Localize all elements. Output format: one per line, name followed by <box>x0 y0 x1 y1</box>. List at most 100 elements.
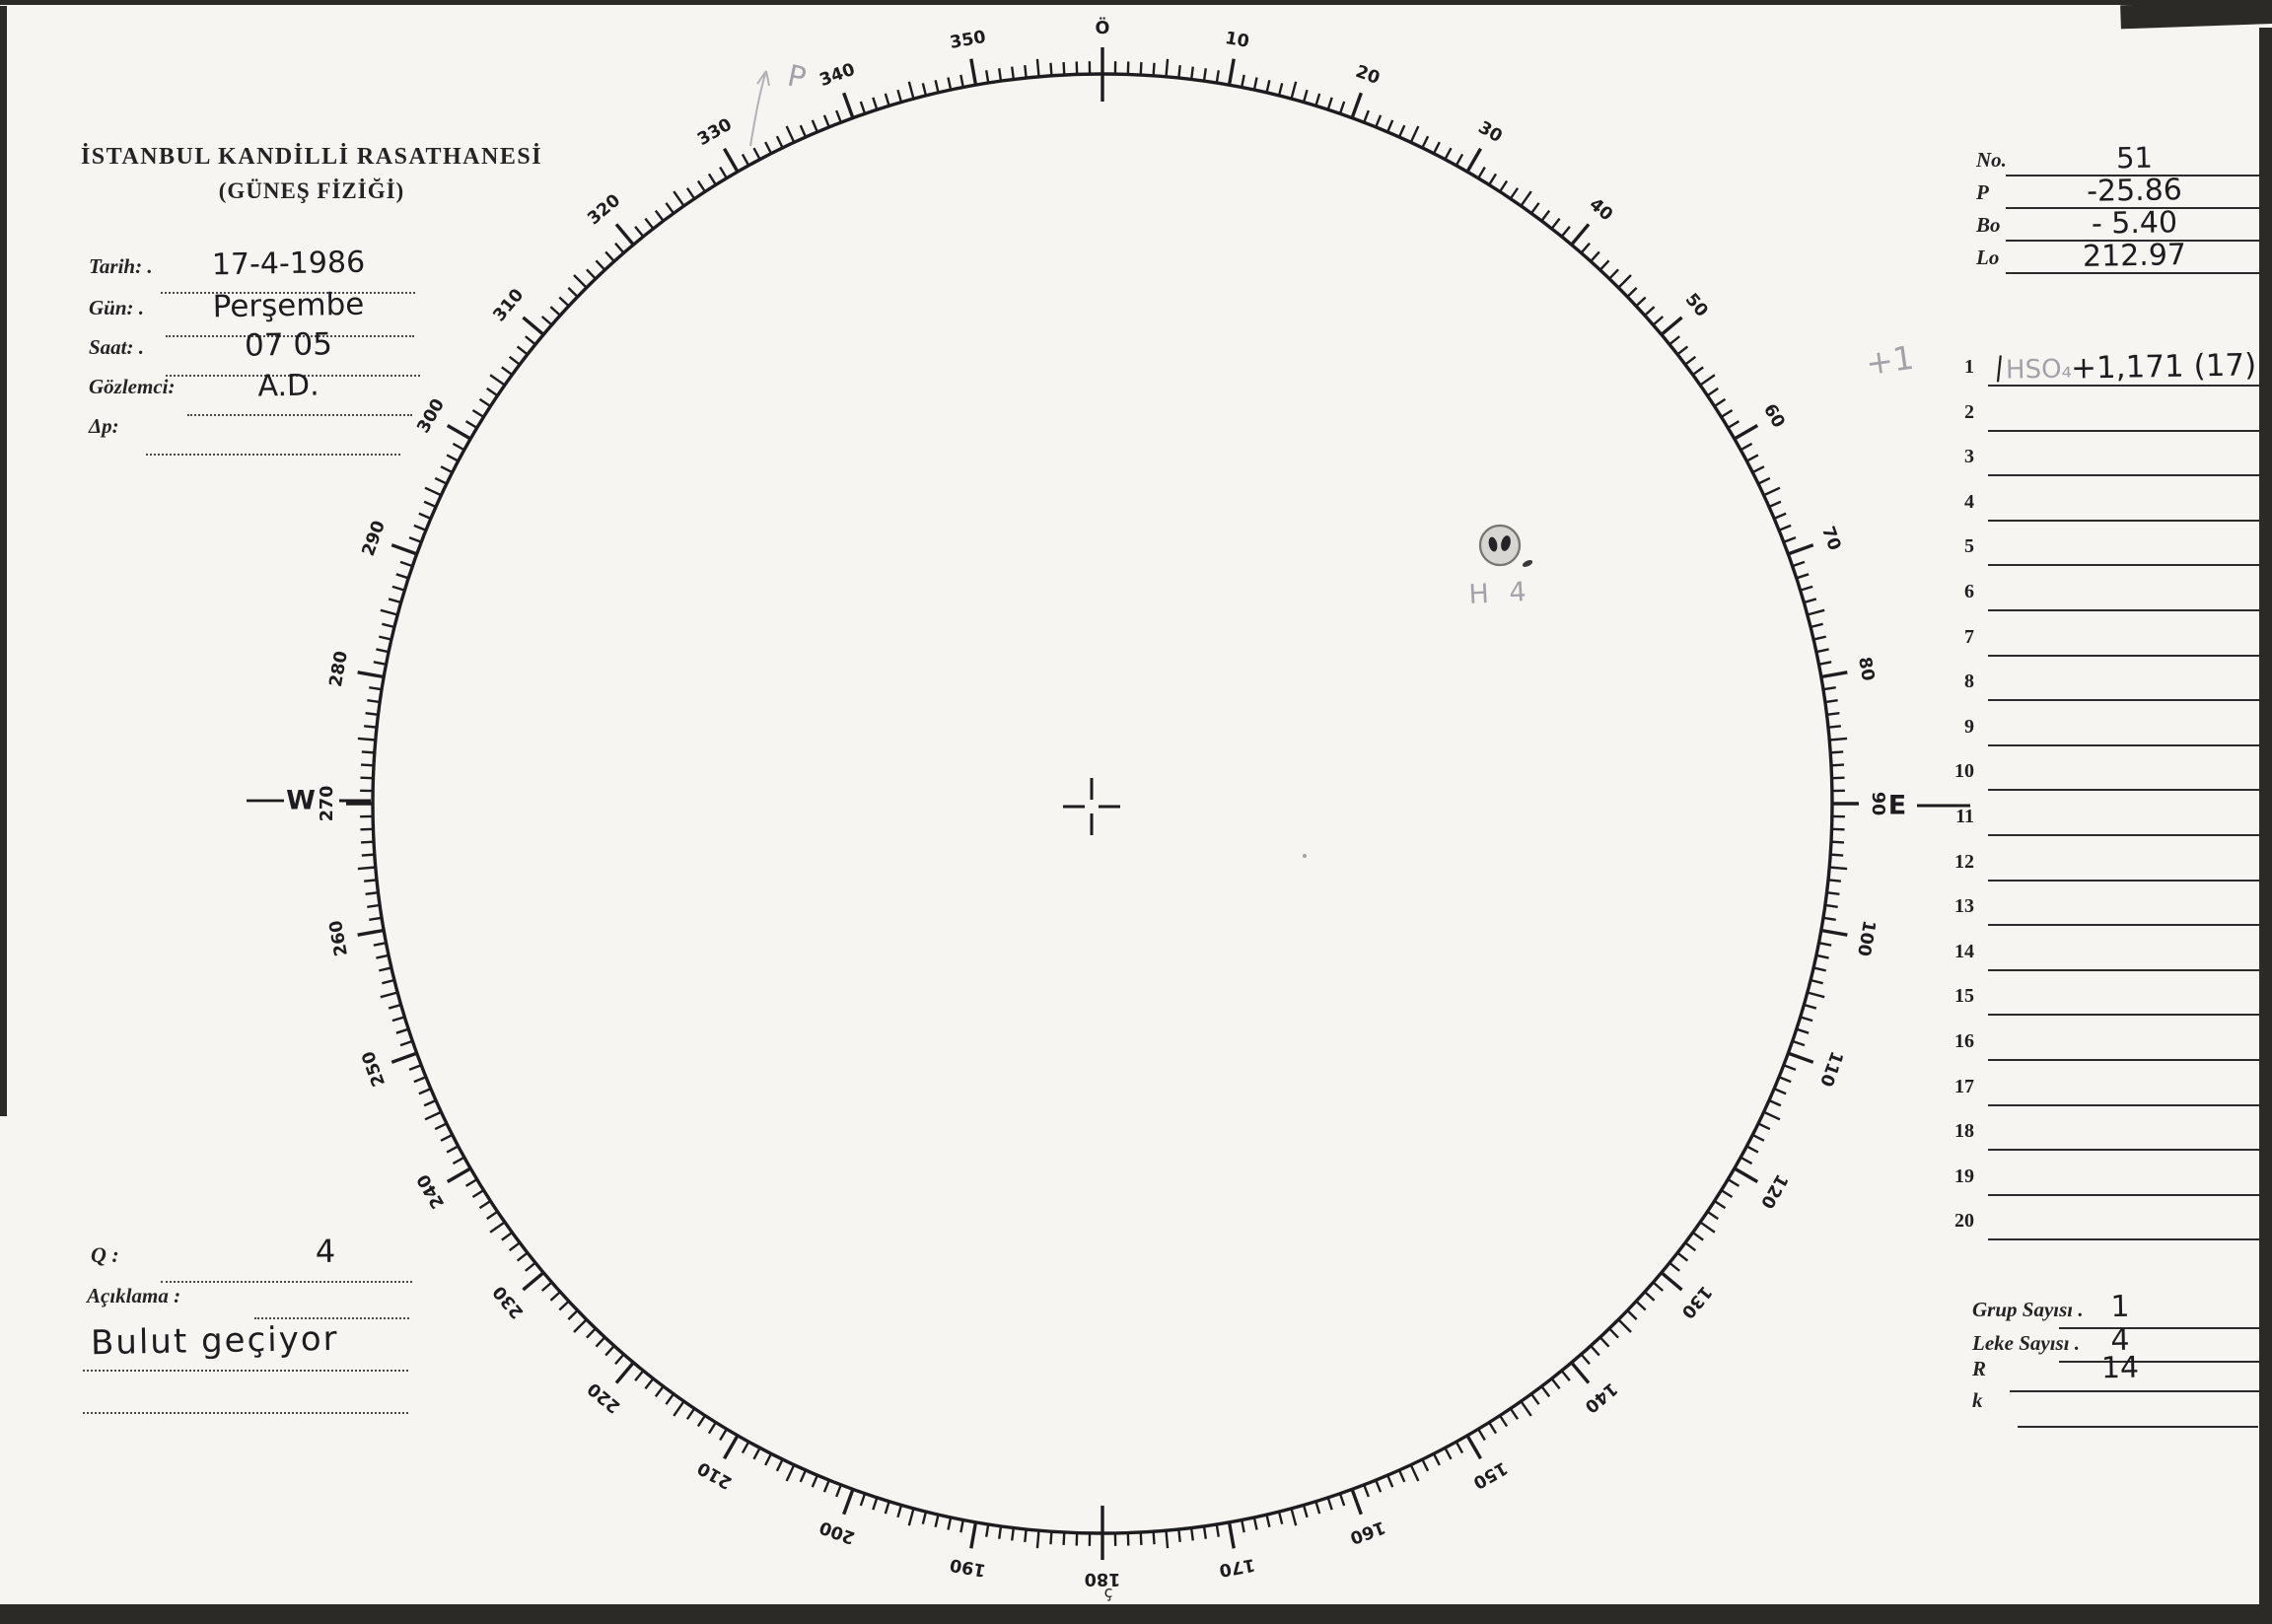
rule <box>2059 1361 2264 1363</box>
west-marker: W <box>247 786 371 816</box>
degree-label-80: 80 <box>1854 656 1878 682</box>
scan-edge-bottom <box>0 1604 2272 1624</box>
rule <box>2059 1327 2264 1329</box>
aciklama-label: Açıklama : <box>87 1284 181 1307</box>
group-row-rule <box>1988 968 2264 971</box>
group-row-rule <box>1988 564 2264 567</box>
group-row-pen-entry: +1,171 (17) <box>2070 347 2257 387</box>
group-row-number: 18 <box>1954 1120 1974 1143</box>
pencil-annotation-h4: H 4 <box>1468 577 1533 610</box>
scan-edge-left <box>0 6 7 1116</box>
group-row-number: 10 <box>1954 760 1974 783</box>
group-row-rule <box>1988 789 2264 792</box>
dotted-rule <box>166 375 420 377</box>
observatory-subtitle: (GÜNEŞ FİZİĞİ) <box>218 178 405 203</box>
grup-sayisi-label: Grup Sayısı . <box>1972 1298 2084 1321</box>
sunspot-satellite-pore <box>1522 560 1533 567</box>
degree-label-10: 10 <box>1224 29 1250 52</box>
rule <box>2006 207 2263 209</box>
group-row-number: 13 <box>1954 895 1974 918</box>
group-row-rule <box>1988 834 2264 836</box>
eph-label-bo: Bo <box>1976 213 2001 237</box>
group-row-number: 6 <box>1964 581 1974 602</box>
k-label: k <box>1972 1388 1983 1412</box>
dotted-rule <box>83 1370 408 1372</box>
grup-sayisi-value: 1 <box>2110 1289 2130 1325</box>
group-row-number: 2 <box>1964 400 1974 423</box>
group-row-number: 4 <box>1964 490 1974 513</box>
q-label: Q : <box>91 1242 119 1267</box>
field-label-dp: Δp: <box>89 414 119 438</box>
dotted-rule <box>83 1412 408 1414</box>
group-row-rule <box>1988 474 2264 477</box>
dotted-rule <box>161 292 415 294</box>
rule <box>2006 175 2263 177</box>
dotted-rule <box>187 414 412 416</box>
group-row-number: 8 <box>1964 671 1974 693</box>
group-row-number: 20 <box>1954 1210 1974 1233</box>
group-row-number: 14 <box>1954 940 1974 962</box>
dotted-rule <box>146 454 400 456</box>
eph-label-p: P <box>1976 180 1989 204</box>
sunspot-penumbra <box>1478 524 1522 567</box>
scan-edge-top <box>0 0 2272 5</box>
degree-label-90: 90 <box>1868 792 1887 815</box>
east-marker: E <box>1888 791 1970 821</box>
field-label-saat: Saat: . <box>89 335 145 359</box>
center-cross <box>1063 778 1120 835</box>
dotted-rule <box>161 1281 412 1283</box>
group-row-rule <box>1988 924 2264 927</box>
sunspot-umbra <box>1501 535 1511 551</box>
margin-note-plus1: +1 <box>1863 337 1917 384</box>
group-row-number: 1 <box>1964 356 1974 378</box>
group-row-number: 15 <box>1954 985 1974 1008</box>
pencil-arrow-p <box>749 70 770 147</box>
group-row-number: 7 <box>1964 625 1974 648</box>
group-row-rule <box>1988 1149 2264 1152</box>
rule <box>2018 1426 2258 1428</box>
group-row-rule <box>1988 385 2264 387</box>
degree-label-270: 270 <box>318 786 337 822</box>
group-row-rule <box>1988 429 2264 432</box>
group-row-number: 9 <box>1964 715 1974 738</box>
rule <box>2006 272 2263 274</box>
eph-label-lo: Lo <box>1976 246 2000 269</box>
field-label-gozlemci: Gözlemci: <box>89 375 176 398</box>
group-row-number: 5 <box>1964 535 1974 558</box>
rule <box>2006 240 2263 242</box>
degree-label-180: 180 <box>1085 1569 1121 1589</box>
group-row-rule <box>1988 1238 2264 1241</box>
group-row-rule <box>1988 743 2264 746</box>
scan-speck <box>1303 854 1307 858</box>
group-row-number: 19 <box>1954 1165 1974 1187</box>
group-row-rule <box>1988 879 2264 882</box>
eph-label-no: No. <box>1976 148 2007 172</box>
leke-sayisi-label: Leke Sayısı . <box>1972 1331 2081 1355</box>
group-row-number: 3 <box>1964 446 1974 468</box>
group-row-rule <box>1988 1014 2264 1017</box>
field-label-gun: Gün: . <box>89 296 145 319</box>
group-row-number: 12 <box>1954 850 1974 873</box>
sunspot-umbra <box>1488 536 1498 552</box>
group-row-rule <box>1988 1193 2264 1196</box>
group-row-rule <box>1988 699 2264 702</box>
dotted-rule <box>254 1317 409 1319</box>
sunspot-group <box>1478 524 1533 567</box>
rule <box>2010 1390 2264 1392</box>
group-row-rule <box>1988 1059 2264 1061</box>
south-mark: ç <box>1104 1583 1113 1601</box>
group-row-number: 17 <box>1954 1075 1974 1097</box>
group-row-number: 16 <box>1954 1030 1974 1052</box>
group-row-rule <box>1988 519 2264 522</box>
r-value: 14 <box>2100 1350 2140 1386</box>
group-row-rule <box>1988 609 2264 611</box>
group-row-number: 11 <box>1955 806 1974 827</box>
degree-ticks <box>346 47 1859 1560</box>
scan-edge-right <box>2259 28 2272 1624</box>
group-row-pen-mark: | <box>1993 351 2006 384</box>
degree-label-0: Ö <box>1096 17 1110 38</box>
group-row-pencil-entry: HSO₄ <box>2005 354 2073 386</box>
group-row-rule <box>1988 1103 2264 1106</box>
